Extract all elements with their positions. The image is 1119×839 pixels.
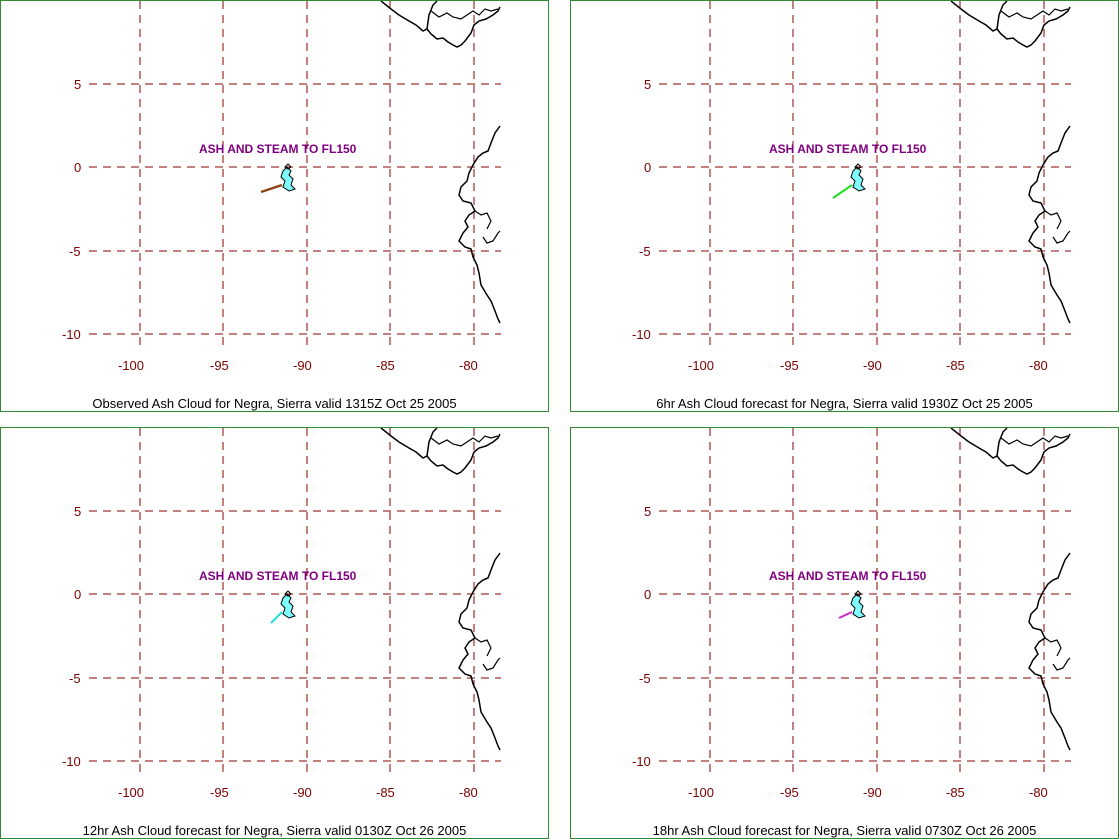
- graticule: [659, 428, 1071, 773]
- map-canvas: -100 -95 -90 -85 -80 5 0 -5 -10 ASH AND …: [632, 428, 1071, 800]
- lon-tick-labels: -100 -95 -90 -85 -80: [688, 358, 1048, 373]
- lon-tick-label: -80: [459, 358, 478, 373]
- lon-tick-label: -100: [688, 358, 714, 373]
- coastline-south-america: [1028, 552, 1071, 751]
- lon-tick-label: -100: [118, 785, 144, 800]
- lat-tick-label: 5: [644, 77, 651, 92]
- lon-tick-labels: -100 -95 -90 -85 -80: [688, 785, 1048, 800]
- coastline-south-america: [1028, 125, 1071, 324]
- map-canvas: -100 -95 -90 -85 -80 5 0 -5 -10 ASH AND …: [62, 1, 501, 373]
- coastline-central-america: [380, 428, 501, 475]
- ash-plume-line: [270, 611, 283, 624]
- lat-tick-label: 0: [74, 160, 81, 175]
- coastline-south-america: [458, 552, 501, 751]
- panel-caption: 12hr Ash Cloud forecast for Negra, Sierr…: [82, 823, 467, 838]
- map-canvas: -100 -95 -90 -85 -80 5 0 -5 -10 ASH AND …: [632, 1, 1071, 373]
- coastline-south-america: [458, 125, 501, 324]
- lon-tick-label: -85: [946, 358, 965, 373]
- map-panel-6hr: -100 -95 -90 -85 -80 5 0 -5 -10 ASH AND …: [570, 0, 1119, 412]
- lon-tick-label: -80: [459, 785, 478, 800]
- lon-tick-label: -80: [1029, 358, 1048, 373]
- lat-tick-label: 5: [644, 504, 651, 519]
- lon-tick-label: -85: [376, 785, 395, 800]
- lon-tick-label: -95: [780, 785, 799, 800]
- ash-plume-line: [838, 611, 853, 619]
- map-panel-observed: -100 -95 -90 -85 -80 5 0 -5 -10 ASH AND …: [0, 0, 549, 412]
- lat-tick-label: -5: [639, 244, 651, 259]
- lat-tick-label: -10: [62, 327, 81, 342]
- lat-tick-label: 0: [74, 587, 81, 602]
- lon-tick-label: -90: [863, 785, 882, 800]
- lon-tick-labels: -100 -95 -90 -85 -80: [118, 358, 478, 373]
- lat-tick-label: 5: [74, 504, 81, 519]
- coastline-central-america: [950, 428, 1071, 475]
- lon-tick-label: -95: [210, 358, 229, 373]
- lat-tick-label: 0: [644, 160, 651, 175]
- lat-tick-label: -5: [69, 671, 81, 686]
- lat-tick-label: -5: [69, 244, 81, 259]
- lat-tick-label: 5: [74, 77, 81, 92]
- lat-tick-label: -10: [632, 754, 651, 769]
- advisory-label: ASH AND STEAM TO FL150: [199, 569, 357, 583]
- lon-tick-label: -100: [118, 358, 144, 373]
- advisory-label: ASH AND STEAM TO FL150: [199, 142, 357, 156]
- lat-tick-label: -10: [632, 327, 651, 342]
- galapagos-islands: [850, 590, 866, 619]
- lat-tick-labels: 5 0 -5 -10: [632, 504, 651, 769]
- galapagos-islands: [280, 163, 296, 192]
- map-panel-12hr: -100 -95 -90 -85 -80 5 0 -5 -10 ASH AND …: [0, 427, 549, 839]
- graticule: [89, 428, 501, 773]
- panel-caption: 18hr Ash Cloud forecast for Negra, Sierr…: [652, 823, 1037, 838]
- lon-tick-label: -100: [688, 785, 714, 800]
- galapagos-islands: [280, 590, 296, 619]
- graticule: [659, 1, 1071, 346]
- map-panel-18hr: -100 -95 -90 -85 -80 5 0 -5 -10 ASH AND …: [570, 427, 1119, 839]
- lat-tick-label: -10: [62, 754, 81, 769]
- lon-tick-label: -90: [293, 358, 312, 373]
- coastline-central-america: [380, 1, 501, 48]
- lat-tick-label: -5: [639, 671, 651, 686]
- lat-tick-labels: 5 0 -5 -10: [632, 77, 651, 342]
- map-canvas: -100 -95 -90 -85 -80 5 0 -5 -10 ASH AND …: [62, 428, 501, 800]
- ash-plume-line: [832, 184, 853, 199]
- lon-tick-label: -95: [780, 358, 799, 373]
- lon-tick-label: -85: [946, 785, 965, 800]
- lon-tick-label: -90: [863, 358, 882, 373]
- panel-caption: 6hr Ash Cloud forecast for Negra, Sierra…: [656, 396, 1033, 411]
- lon-tick-label: -95: [210, 785, 229, 800]
- lat-tick-labels: 5 0 -5 -10: [62, 504, 81, 769]
- lat-tick-labels: 5 0 -5 -10: [62, 77, 81, 342]
- graticule: [89, 1, 501, 346]
- lon-tick-label: -85: [376, 358, 395, 373]
- ash-plume-line: [260, 183, 283, 194]
- lat-tick-label: 0: [644, 587, 651, 602]
- galapagos-islands: [850, 163, 866, 192]
- lon-tick-label: -80: [1029, 785, 1048, 800]
- lon-tick-labels: -100 -95 -90 -85 -80: [118, 785, 478, 800]
- coastline-central-america: [950, 1, 1071, 48]
- lon-tick-label: -90: [293, 785, 312, 800]
- panel-caption: Observed Ash Cloud for Negra, Sierra val…: [92, 396, 457, 411]
- advisory-label: ASH AND STEAM TO FL150: [769, 569, 927, 583]
- advisory-label: ASH AND STEAM TO FL150: [769, 142, 927, 156]
